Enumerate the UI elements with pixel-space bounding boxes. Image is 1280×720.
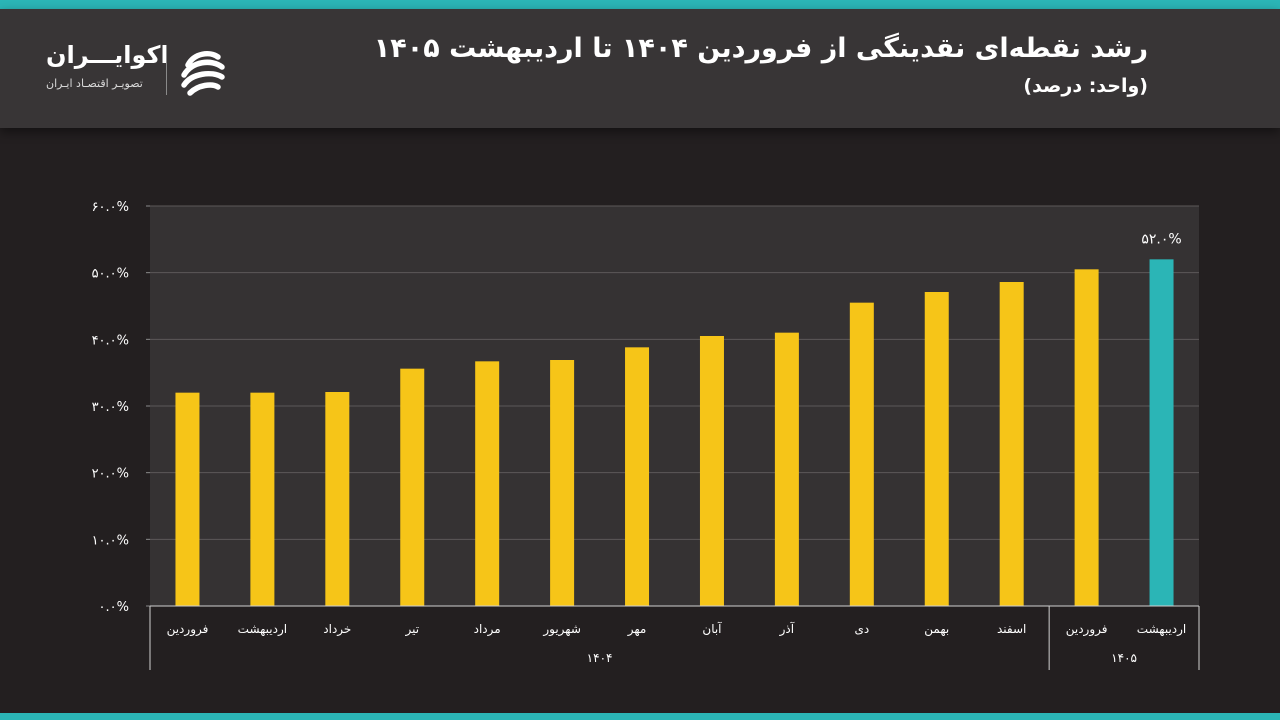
header-bar: اکوایـــران تصویـر اقتصـاد ایـران رشد نق… xyxy=(0,9,1280,128)
bar xyxy=(175,392,200,606)
y-tick-label: ۴۰.۰% xyxy=(92,333,129,348)
bar xyxy=(400,368,425,606)
bar xyxy=(699,336,724,606)
x-tick-label: آبان xyxy=(702,621,722,636)
bar xyxy=(999,282,1024,606)
bottom-accent-strip xyxy=(0,713,1280,720)
x-tick-label: دی xyxy=(854,622,869,636)
x-tick-label: مرداد xyxy=(474,622,501,637)
x-tick-label: مهر xyxy=(627,622,647,637)
group-label: ۱۴۰۴ xyxy=(587,651,613,665)
bar xyxy=(849,302,874,606)
y-tick-label: ۰.۰% xyxy=(99,600,129,615)
x-tick-label: فروردین xyxy=(167,622,209,637)
x-tick-label: اسفند xyxy=(997,622,1026,636)
data-label: ۵۲.۰% xyxy=(1141,231,1181,247)
group-label: ۱۴۰۵ xyxy=(1111,651,1137,665)
x-tick-label: خرداد xyxy=(323,622,351,637)
y-tick-label: ۶۰.۰% xyxy=(92,200,129,215)
brand-logo: اکوایـــران تصویـر اقتصـاد ایـران xyxy=(44,41,234,101)
y-tick-label: ۵۰.۰% xyxy=(92,267,129,282)
bar xyxy=(924,292,949,606)
y-tick-label: ۱۰.۰% xyxy=(92,533,129,548)
x-tick-label: تیر xyxy=(404,622,419,637)
x-tick-label: آذر xyxy=(779,621,795,637)
unit-subtitle: (واحد: درصد) xyxy=(1023,75,1148,97)
x-tick-label: اردیبهشت xyxy=(238,622,287,637)
logo-divider xyxy=(166,45,167,95)
bar xyxy=(475,361,500,606)
bar xyxy=(550,360,575,606)
x-tick-label: اردیبهشت xyxy=(1137,622,1186,637)
bar xyxy=(1149,259,1174,606)
bar xyxy=(1074,269,1099,606)
x-tick-label: فروردین xyxy=(1066,622,1108,637)
y-tick-label: ۳۰.۰% xyxy=(92,400,129,415)
y-tick-label: ۲۰.۰% xyxy=(92,467,129,482)
bar xyxy=(625,347,650,606)
logo-tagline: تصویـر اقتصـاد ایـران xyxy=(46,77,143,90)
bar xyxy=(325,392,350,606)
ecoiran-logo-icon xyxy=(181,50,225,96)
bar xyxy=(250,392,275,606)
top-accent-strip xyxy=(0,0,1280,9)
logo-name: اکوایـــران xyxy=(46,41,169,69)
page-title: رشد نقطه‌ای نقدینگی از فروردین ۱۴۰۴ تا ا… xyxy=(373,33,1148,64)
x-tick-label: بهمن xyxy=(924,622,949,637)
x-tick-label: شهریور xyxy=(542,622,581,637)
bar xyxy=(774,332,799,606)
